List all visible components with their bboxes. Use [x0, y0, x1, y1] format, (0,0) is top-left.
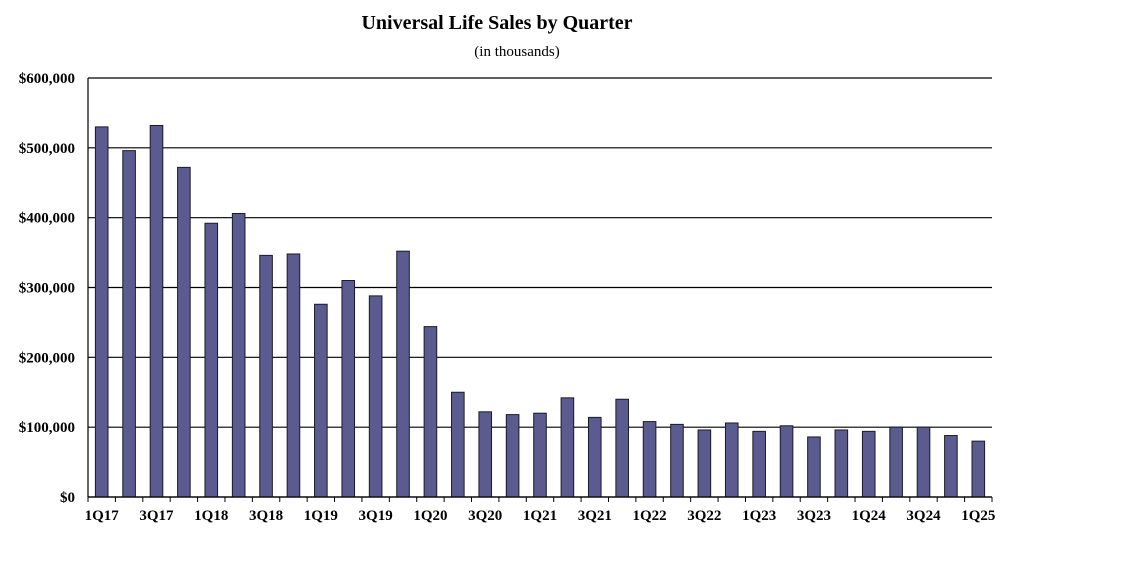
x-tick-label: 1Q24 — [852, 508, 887, 524]
x-tick-label: 1Q20 — [413, 508, 447, 524]
bar-2Q19 — [341, 280, 356, 498]
bar-3Q22 — [697, 429, 712, 498]
bar-2Q17 — [122, 150, 136, 498]
bar-4Q24 — [944, 435, 958, 498]
bar-4Q23 — [834, 429, 849, 498]
x-tick-label: 1Q23 — [742, 508, 776, 524]
bar-2Q21 — [560, 397, 575, 498]
bar-4Q19 — [396, 250, 410, 498]
bar-2Q20 — [451, 391, 465, 498]
bar-1Q25 — [971, 440, 986, 498]
bar-1Q19 — [314, 303, 328, 498]
bar-2Q22 — [670, 423, 684, 498]
bar-2Q24 — [889, 426, 903, 498]
y-tick-label: $200,000 — [19, 350, 75, 366]
x-tick-label: 1Q21 — [523, 508, 557, 524]
bar-3Q21 — [587, 416, 602, 498]
bar-1Q21 — [533, 412, 547, 498]
y-tick-label: $300,000 — [19, 281, 75, 297]
bar-2Q23 — [779, 425, 794, 498]
chart-subtitle: (in thousands) — [474, 44, 560, 60]
y-tick-label: $0 — [60, 490, 75, 506]
bar-4Q22 — [724, 422, 739, 498]
x-tick-label: 3Q24 — [906, 508, 941, 524]
chart-title: Universal Life Sales by Quarter — [361, 12, 633, 34]
bar-3Q18 — [259, 254, 273, 498]
bar-1Q17 — [94, 126, 109, 498]
bar-4Q20 — [505, 414, 520, 498]
bar-3Q19 — [368, 295, 383, 498]
bar-3Q20 — [478, 411, 493, 498]
bar-2Q18 — [231, 212, 246, 498]
bar-1Q20 — [423, 326, 438, 498]
y-tick-label: $400,000 — [19, 211, 75, 227]
x-tick-label: 3Q18 — [249, 508, 283, 524]
bar-1Q18 — [204, 222, 219, 498]
bar-1Q22 — [642, 421, 657, 498]
y-tick-label: $600,000 — [19, 71, 75, 87]
bar-3Q17 — [149, 124, 164, 498]
bar-4Q17 — [177, 166, 191, 498]
x-tick-label: 3Q20 — [468, 508, 502, 524]
x-tick-label: 3Q17 — [139, 508, 174, 524]
x-tick-label: 3Q19 — [359, 508, 393, 524]
x-tick-label: 1Q17 — [85, 508, 120, 524]
x-tick-label: 3Q21 — [578, 508, 612, 524]
x-tick-label: 3Q22 — [687, 508, 721, 524]
y-tick-label: $500,000 — [19, 141, 75, 157]
bar-4Q18 — [286, 253, 301, 498]
bar-1Q23 — [752, 430, 766, 498]
x-tick-label: 1Q18 — [194, 508, 228, 524]
x-tick-label: 1Q19 — [304, 508, 338, 524]
x-tick-label: 1Q22 — [632, 508, 666, 524]
bar-4Q21 — [615, 398, 629, 498]
y-tick-label: $100,000 — [19, 420, 75, 436]
bar-3Q24 — [916, 426, 931, 498]
x-tick-label: 3Q23 — [797, 508, 831, 524]
x-tick-label: 1Q25 — [961, 508, 995, 524]
bar-3Q23 — [807, 436, 821, 498]
bar-1Q24 — [861, 430, 876, 498]
